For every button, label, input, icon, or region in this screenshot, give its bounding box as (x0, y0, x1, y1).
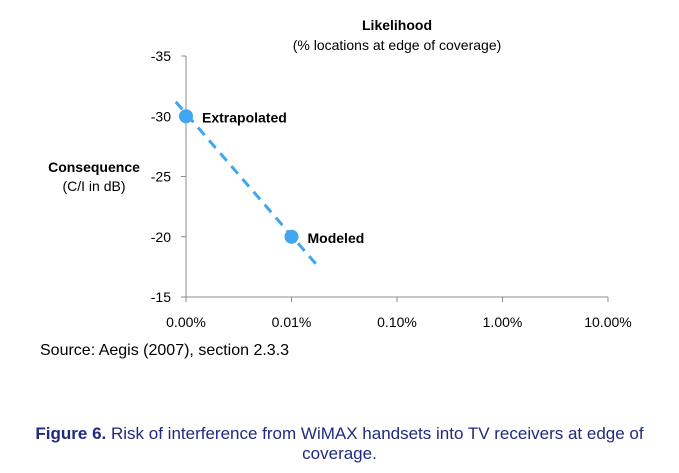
data-point (179, 109, 193, 124)
y-axis-title: Consequence (48, 159, 140, 175)
y-tick-label: -30 (151, 108, 171, 124)
y-tick-label: -20 (151, 229, 171, 245)
data-point (284, 229, 299, 244)
y-axis-subtitle: (C/I in dB) (62, 178, 125, 194)
x-tick-label: 0.01% (272, 314, 312, 330)
x-tick-label: 10.00% (584, 314, 631, 330)
data-point-label: Extrapolated (202, 109, 287, 125)
caption-label: Figure 6. (35, 424, 107, 443)
y-axis: -35 -30 -25 -20 -15 (151, 48, 187, 305)
chart: Likelihood (% locations at edge of cover… (48, 17, 632, 330)
x-tick-label: 0.00% (166, 314, 206, 330)
chart-subtitle: (% locations at edge of coverage) (293, 37, 502, 53)
source-note: Source: Aegis (2007), section 2.3.3 (40, 342, 290, 359)
y-tick-label: -25 (151, 169, 171, 185)
figure-caption: Figure 6. Risk of interference from WiMA… (0, 424, 679, 464)
x-axis: 0.00% 0.01% 0.10% 1.00% 10.00% (166, 296, 632, 330)
chart-title: Likelihood (362, 17, 432, 33)
data-points: Extrapolated Modeled (179, 109, 364, 246)
y-tick-label: -15 (151, 289, 171, 305)
trendline (174, 100, 320, 268)
data-point-label: Modeled (308, 230, 365, 246)
caption-text: Risk of interference from WiMAX handsets… (111, 424, 644, 463)
y-tick-label: -35 (151, 48, 171, 64)
trendline-group (174, 100, 320, 268)
x-tick-label: 1.00% (483, 314, 523, 330)
x-tick-label: 0.10% (377, 314, 417, 330)
